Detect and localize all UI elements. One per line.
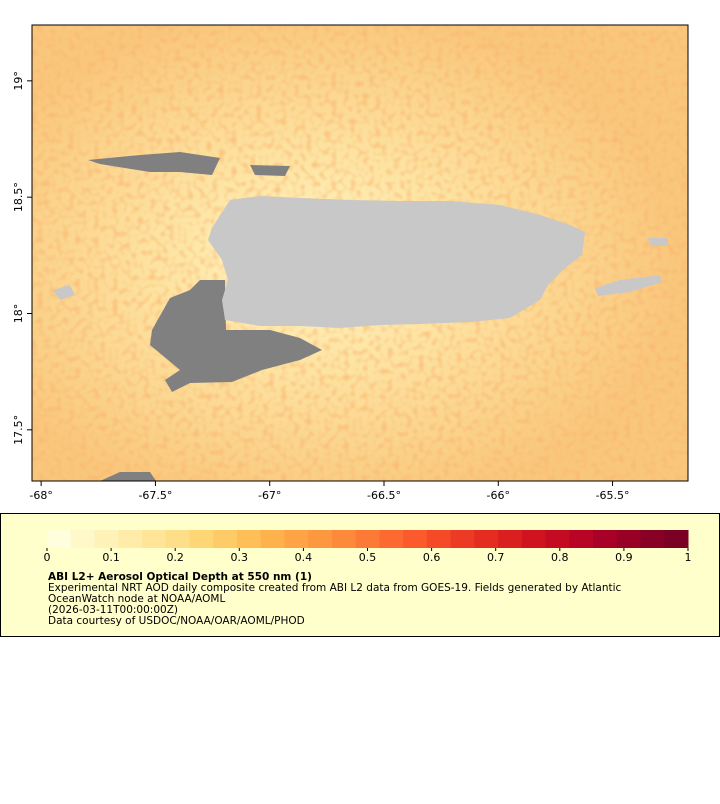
colorbar-step [664, 530, 689, 548]
colorbar-tick-label: 0.4 [295, 551, 313, 564]
colorbar-step [118, 530, 143, 548]
colorbar-step [545, 530, 570, 548]
colorbar-tick-label: 0.9 [615, 551, 633, 564]
colorbar-tick-label: 0 [44, 551, 51, 564]
legend-title: ABI L2+ Aerosol Optical Depth at 550 nm … [48, 571, 312, 583]
colorbar-step [569, 530, 594, 548]
colorbar-tick-label: 0.3 [231, 551, 249, 564]
legend-line: Experimental NRT AOD daily composite cre… [48, 582, 622, 594]
colorbar-tick-label: 0.6 [423, 551, 441, 564]
colorbar-step [308, 530, 333, 548]
colorbar-step [379, 530, 404, 548]
colorbar-tick-label: 0.1 [102, 551, 120, 564]
x-tick-label: -67.5° [138, 489, 172, 502]
x-tick-label: -67° [258, 489, 281, 502]
x-tick-label: -66° [487, 489, 510, 502]
colorbar-tick-label: 0.8 [551, 551, 569, 564]
map-area [32, 25, 688, 481]
colorbar-step [284, 530, 309, 548]
colorbar-tick-label: 0.2 [166, 551, 184, 564]
land [53, 196, 668, 328]
colorbar-step [236, 530, 262, 548]
colorbar-step [450, 530, 475, 548]
y-tick-label: 17.5° [12, 415, 25, 445]
colorbar-step [189, 530, 214, 548]
colorbar-step [94, 530, 119, 548]
legend-line: Data courtesy of USDOC/NOAA/OAR/AOML/PHO… [48, 615, 305, 627]
colorbar-step [141, 530, 167, 548]
colorbar-tick-label: 0.5 [359, 551, 377, 564]
colorbar-step [474, 530, 499, 548]
x-tick-label: -65.5° [596, 489, 630, 502]
y-tick-label: 19° [12, 71, 25, 91]
colorbar-step [331, 530, 357, 548]
colorbar-step [213, 530, 238, 548]
colorbar-tick-label: 0.7 [487, 551, 505, 564]
colorbar-step [593, 530, 618, 548]
colorbar-step [498, 530, 523, 548]
map-frame [31, 24, 689, 482]
x-tick-label: -66.5° [367, 489, 401, 502]
colorbar-tick-label: 1 [685, 551, 692, 564]
colorbar-step [640, 530, 665, 548]
colorbar-step [70, 530, 95, 548]
legend-line: (2026-03-11T00:00:00Z) [48, 604, 178, 616]
colorbar-step [165, 530, 190, 548]
legend-line: OceanWatch node at NOAA/AOML [48, 593, 225, 605]
no-data [88, 152, 322, 481]
x-tick-label: -68° [29, 489, 52, 502]
colorbar-step [260, 530, 285, 548]
colorbar-step [355, 530, 380, 548]
colorbar-step [521, 530, 547, 548]
y-tick-label: 18° [12, 304, 25, 324]
colorbar-step [403, 530, 428, 548]
y-tick-label: 18.5° [12, 182, 25, 212]
colorbar-step [47, 530, 72, 548]
colorbar-step [426, 530, 452, 548]
colorbar-step [616, 530, 642, 548]
